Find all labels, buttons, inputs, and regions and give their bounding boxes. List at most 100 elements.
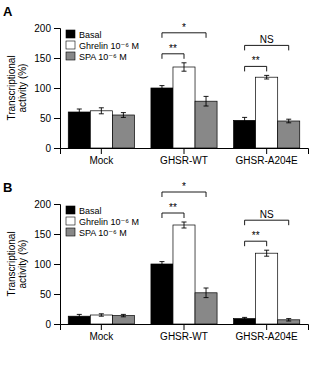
legend-item: SPA 10⁻⁶ M — [66, 228, 127, 238]
legend-swatch — [66, 206, 75, 214]
y-tick-label: 0 — [45, 143, 51, 154]
bracket — [162, 33, 206, 38]
x-tick-mark — [184, 148, 185, 154]
chart: 050100150200MockGHSR-WTGHSR-A204E*****NS… — [0, 0, 316, 366]
bracket — [245, 45, 289, 50]
annotation: ** — [252, 230, 260, 241]
y-tick: 200 — [34, 199, 60, 210]
bracket — [245, 66, 267, 71]
bracket — [162, 54, 184, 59]
legend: BasalGhrelin 10⁻⁶ MSPA 10⁻⁶ M — [66, 206, 139, 238]
legend-item: Basal — [66, 206, 102, 216]
bracket — [162, 213, 184, 218]
error-bar — [264, 250, 269, 256]
x-tick-label: GHSR-A204E — [236, 331, 299, 342]
y-tick-label: 200 — [34, 23, 51, 34]
error-bar — [159, 262, 164, 267]
annotation: NS — [260, 34, 274, 45]
x-tick-label: GHSR-WT — [160, 331, 208, 342]
x-axis-line — [61, 325, 309, 331]
y-tick-mark — [54, 58, 60, 59]
bar — [173, 225, 195, 324]
y-tick: 50 — [40, 113, 60, 124]
y-axis-title-line: Transcriptional — [6, 231, 17, 296]
x-tick: Mock — [89, 148, 114, 166]
series — [112, 96, 299, 148]
y-tick-label: 50 — [40, 113, 52, 124]
error-bar — [99, 314, 104, 316]
y-tick-label: 150 — [34, 53, 51, 64]
bracket — [162, 192, 206, 197]
series — [68, 86, 255, 148]
legend-swatch — [66, 30, 75, 38]
panel: 050100150200MockGHSR-WTGHSR-A204E*****NS… — [34, 22, 308, 166]
y-axis-line — [54, 205, 61, 325]
annotation: ** — [169, 43, 177, 54]
error-bar — [182, 63, 187, 71]
y-tick-label: 0 — [45, 319, 51, 330]
annotation: * — [182, 181, 186, 192]
bar — [234, 120, 256, 148]
bar — [173, 67, 195, 148]
y-axis-title-line: activity (%) — [17, 240, 28, 289]
x-tick-mark — [266, 324, 267, 330]
x-tick-mark — [266, 148, 267, 154]
annotation: ** — [252, 55, 260, 66]
y-axis-line — [54, 29, 61, 149]
annotation: ** — [169, 202, 177, 213]
x-tick-label: GHSR-A204E — [236, 155, 299, 166]
bar — [278, 121, 300, 148]
bars — [68, 222, 299, 324]
bar — [195, 101, 217, 148]
bar — [90, 111, 112, 148]
bracket — [245, 220, 289, 225]
y-tick-mark — [54, 204, 60, 205]
y-axis-title-line: activity (%) — [17, 64, 28, 113]
annotation: * — [182, 22, 186, 33]
y-tick-mark — [54, 118, 60, 119]
x-axis: Mock GHSR-WT GHSR-A204E — [61, 324, 309, 342]
x-tick-label: GHSR-WT — [160, 155, 208, 166]
y-tick-mark — [54, 294, 60, 295]
bar — [256, 77, 278, 148]
bracket — [245, 241, 267, 246]
x-axis: Mock GHSR-WT GHSR-A204E — [61, 148, 309, 166]
y-tick-mark — [54, 28, 60, 29]
y-tick-mark — [54, 234, 60, 235]
legend-item: Ghrelin 10⁻⁶ M — [66, 217, 139, 227]
series — [68, 262, 255, 324]
x-tick-label: Mock — [89, 155, 114, 166]
x-tick-mark — [101, 148, 102, 154]
error-bar — [159, 86, 164, 91]
bar — [256, 253, 278, 324]
legend-swatch — [66, 52, 75, 60]
y-tick-label: 100 — [34, 259, 51, 270]
y-axis-title: Transcriptionalactivity (%) — [6, 55, 28, 120]
y-axis: 0 50 100 150 200 — [34, 23, 60, 154]
x-axis-line — [61, 149, 309, 155]
x-tick-label: Mock — [89, 331, 114, 342]
x-tick-mark — [101, 324, 102, 330]
error-bar — [286, 119, 291, 123]
bar — [68, 112, 90, 148]
error-bar — [204, 96, 209, 106]
y-axis-title-line: Transcriptional — [6, 55, 17, 120]
legend-item: SPA 10⁻⁶ M — [66, 52, 127, 62]
bar — [151, 264, 173, 324]
legend-item: Basal — [66, 30, 102, 40]
y-axis: 050100150200 — [34, 199, 60, 330]
y-tick-mark — [54, 88, 60, 89]
x-tick: GHSR-WT — [160, 148, 208, 166]
x-tick: GHSR-WT — [160, 324, 208, 342]
legend-swatch — [66, 217, 75, 225]
y-tick-mark — [54, 264, 60, 265]
y-tick-label: 50 — [40, 289, 52, 300]
legend-label: Basal — [79, 206, 102, 216]
y-tick: 100 — [34, 259, 60, 270]
bar — [151, 88, 173, 148]
error-bar — [121, 314, 126, 316]
error-bar — [286, 319, 291, 321]
y-tick: 100 — [34, 83, 60, 94]
y-tick-mark — [54, 148, 60, 149]
legend-label: Ghrelin 10⁻⁶ M — [79, 41, 139, 51]
